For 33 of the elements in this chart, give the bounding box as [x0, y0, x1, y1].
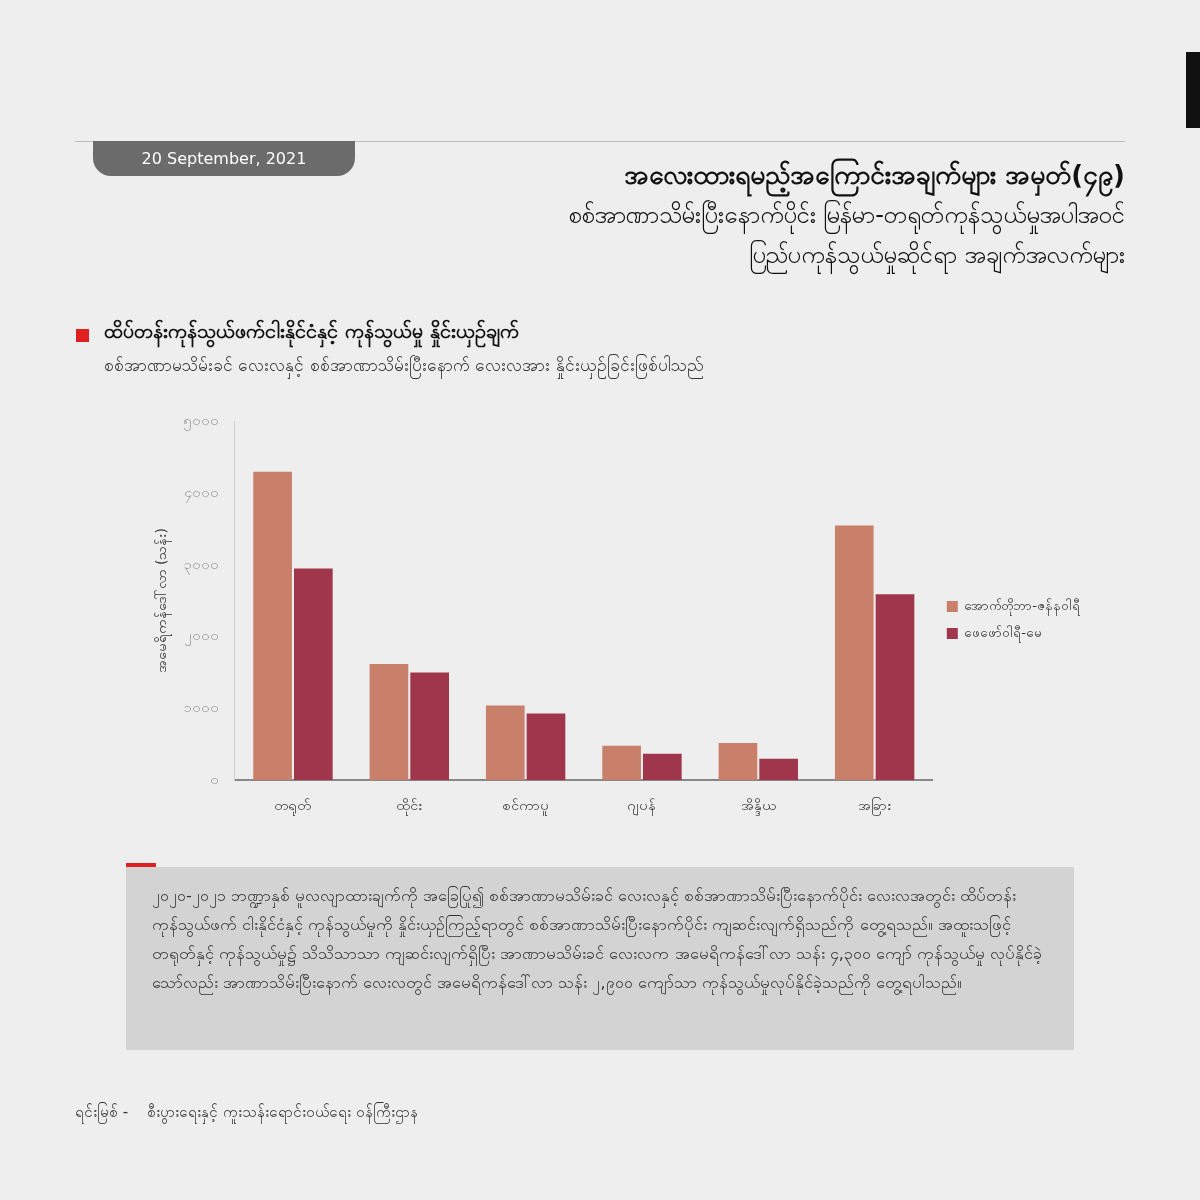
bar — [602, 745, 641, 781]
y-tick-label: ၀ — [209, 770, 219, 787]
x-tick-label: ထိုင်း — [396, 797, 423, 817]
x-tick-label: ဂျပန် — [627, 797, 657, 817]
legend-label: ဖေဖော်ဝါရီ-မေ — [964, 624, 1043, 643]
text: ပြည်ပကုန်သွယ်မှုဆိုင်ရာ အချက်အလက်များ — [748, 239, 1125, 275]
y-axis-title: အမေရိကန်ဒေါ်လာ (သန်း) — [153, 528, 173, 674]
y-tick-label: ၄၀၀၀ — [183, 483, 219, 503]
chart-title: ထိပ်တန်းကုန်သွယ်ဖက်ငါးနိုင်ငံနှင့် ကုန်သွယ်မှု နှိုင်းယှဉ်ချက် — [104, 318, 519, 348]
x-tick-label: အိန္ဒိယ — [740, 797, 776, 817]
x-tick-label: အခြား — [858, 797, 892, 817]
x-tick-label: တရုတ် — [274, 797, 312, 817]
y-tick-label: ၁၀၀၀ — [183, 699, 219, 716]
bar — [485, 705, 525, 781]
bar — [369, 663, 409, 781]
legend-label: အောက်တိုဘာ-ဇန်နဝါရီ — [964, 597, 1081, 616]
bar — [253, 471, 292, 781]
text: 20 September, 2021 — [141, 149, 307, 168]
y-tick-label: ၂၀၀၀ — [183, 627, 219, 647]
bar — [718, 742, 758, 781]
bar — [410, 672, 449, 781]
y-tick-label: ၃၀၀၀ — [183, 555, 219, 575]
x-tick-label: စင်ကာပူ — [502, 797, 550, 817]
text: ရင်းမြစ် - စီးပွားရေးနှင့် ကူးသန်းရောင်းဝယ်ရေး ဝန်ကြီးဌာန — [75, 1102, 418, 1124]
chart-subtitle: စစ်အာဏာမသိမ်းခင် လေးလနှင့် စစ်အာဏာသိမ်းပြီးနောက် လေးလအား နှိုင်းယှဉ်ခြင်းဖြစ်ပါသည် — [104, 354, 704, 379]
bar — [526, 713, 566, 781]
bar — [642, 753, 682, 781]
bar — [875, 594, 915, 781]
y-tick-label: ၅၀၀၀ — [182, 412, 219, 432]
bar — [759, 758, 799, 781]
bar — [834, 525, 874, 781]
bar — [293, 568, 333, 781]
text: စစ်အာဏာသိမ်းပြီးနောက်ပိုင်း မြန်မာ-တရုတ်ကုန်သွယ်မှုအပါအဝင် — [567, 199, 1125, 235]
